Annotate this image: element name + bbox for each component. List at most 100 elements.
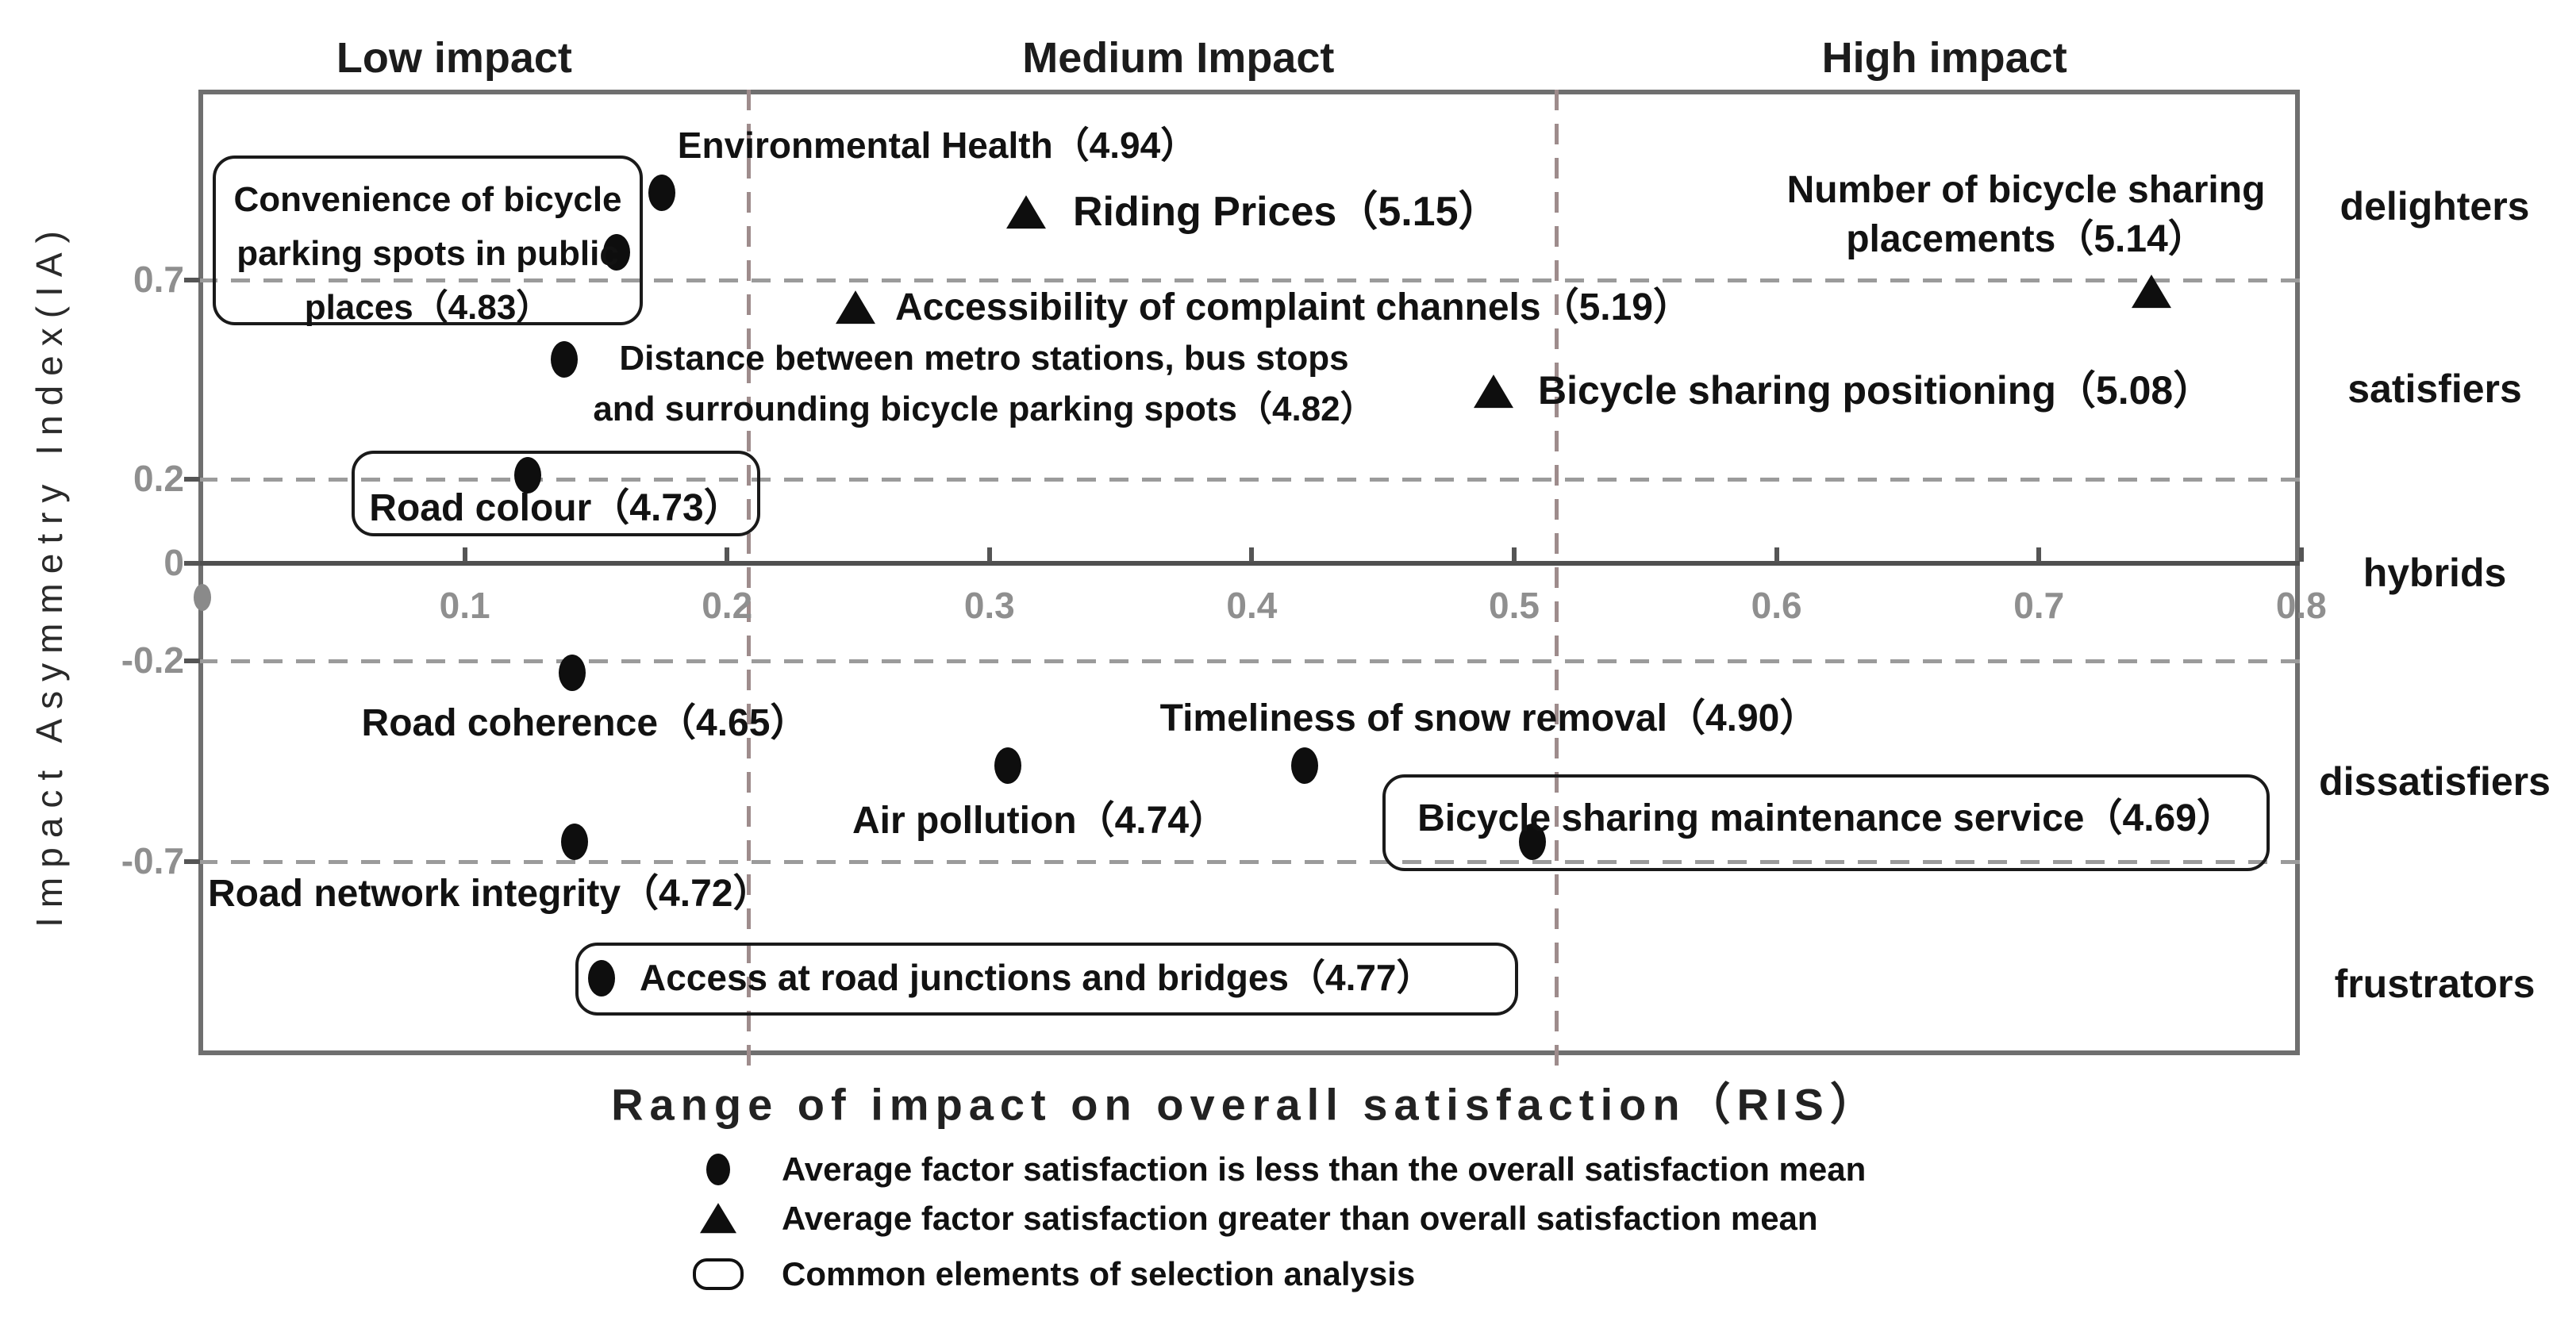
legend-text-1: Average factor satisfaction greater than… bbox=[782, 1200, 1818, 1237]
label-distance-metro-stations: Distance between metro stations, bus sto… bbox=[593, 333, 1375, 435]
x-axis-zero-line bbox=[198, 561, 2300, 566]
gridline-v-0.208 bbox=[746, 90, 751, 1069]
point-convenience-parking-circle-marker bbox=[603, 233, 631, 271]
label-line: placements（5.14） bbox=[1846, 218, 2206, 260]
column-header-medium-impact: Medium Impact bbox=[1022, 34, 1335, 82]
label-line: Access at road junctions and bridges（4.7… bbox=[640, 957, 1433, 998]
point-road-network-integrity-circle-marker bbox=[561, 823, 589, 860]
label-line: Air pollution（4.74） bbox=[852, 800, 1228, 842]
legend-marker-circle-icon bbox=[706, 1154, 730, 1185]
zone-label-frustrators: frustrators bbox=[2334, 961, 2536, 1006]
x-tickmark-0.5 bbox=[1512, 547, 1517, 562]
label-line: and surrounding bicycle parking spots（4.… bbox=[593, 390, 1375, 428]
label-road-network-integrity: Road network integrity（4.72） bbox=[208, 869, 771, 920]
point-distance-metro-stations-circle-marker bbox=[551, 341, 579, 378]
gridline-h-0.7 bbox=[198, 278, 2300, 282]
zone-label-dissatisfiers: dissatisfiers bbox=[2319, 758, 2551, 804]
plot-border bbox=[198, 90, 2300, 1055]
label-bicycle-sharing-positioning: Bicycle sharing positioning（5.08） bbox=[1538, 365, 2213, 416]
label-line: Road colour（4.73） bbox=[369, 487, 742, 529]
point-bicycle-sharing-maintenance-circle-marker bbox=[1519, 823, 1547, 860]
point-environmental-health-circle-marker bbox=[648, 174, 675, 211]
label-timeliness-snow-removal: Timeliness of snow removal（4.90） bbox=[1160, 693, 1818, 744]
x-tickmark-0.1 bbox=[462, 547, 467, 562]
label-bicycle-sharing-maintenance: Bicycle sharing maintenance service（4.69… bbox=[1417, 793, 2235, 844]
point-bicycle-sharing-positioning-triangle-marker bbox=[1473, 374, 1513, 408]
box-convenience-parking bbox=[213, 156, 643, 325]
label-line: Timeliness of snow removal（4.90） bbox=[1159, 697, 1818, 739]
x-axis-title: Range of impact on overall satisfaction（… bbox=[611, 1079, 1881, 1130]
zone-label-delighters: delighters bbox=[2340, 184, 2530, 229]
x-tick-label-0.3: 0.3 bbox=[963, 585, 1015, 626]
x-tickmark-0.7 bbox=[2036, 547, 2042, 562]
box-bicycle-sharing-maintenance bbox=[1382, 774, 2270, 871]
label-air-pollution: Air pollution（4.74） bbox=[852, 796, 1227, 847]
label-road-colour: Road colour（4.73） bbox=[369, 483, 741, 534]
y-tick-label-0.2: 0.2 bbox=[133, 458, 184, 499]
gridline-v-0.516 bbox=[1554, 90, 1559, 1069]
box-access-road-junctions bbox=[575, 943, 1518, 1016]
gridline-h--0.2 bbox=[198, 659, 2300, 663]
label-environmental-health: Environmental Health（4.94） bbox=[678, 120, 1197, 171]
point-riding-prices-triangle-marker bbox=[1006, 194, 1047, 228]
y-tick-label-0.7: 0.7 bbox=[133, 259, 184, 300]
legend-marker-triangle-icon bbox=[700, 1203, 736, 1234]
y-tickmark--0.2 bbox=[184, 659, 200, 663]
column-header-low-impact: Low impact bbox=[336, 34, 572, 82]
label-bicycle-sharing-placements: Number of bicycle sharing placements（5.14… bbox=[1787, 166, 2266, 264]
y-tick-label--0.7: -0.7 bbox=[121, 840, 184, 881]
label-riding-prices: Riding Prices（5.15） bbox=[1073, 186, 1500, 237]
label-line: Bicycle sharing maintenance service（4.69… bbox=[1417, 797, 2235, 839]
gridline-h--0.7 bbox=[198, 860, 2300, 864]
x-tickmark-0.4 bbox=[1249, 547, 1255, 562]
y-tickmark-0.7 bbox=[184, 278, 200, 282]
x-tickmark-0.3 bbox=[986, 547, 992, 562]
zone-label-hybrids: hybrids bbox=[2363, 551, 2507, 596]
label-line: Distance between metro stations, bus sto… bbox=[619, 339, 1349, 378]
y-tickmark-0 bbox=[184, 561, 200, 566]
label-line: places（4.83） bbox=[304, 288, 552, 327]
point-road-colour-circle-marker bbox=[513, 456, 541, 493]
point-timeliness-snow-removal-circle-marker bbox=[1290, 747, 1318, 784]
y-tick-label--0.2: -0.2 bbox=[121, 639, 184, 681]
box-road-colour bbox=[352, 451, 760, 536]
column-header-high-impact: High impact bbox=[1821, 34, 2067, 82]
legend-text-2: Common elements of selection analysis bbox=[782, 1255, 1416, 1292]
y-tick-label-0: 0 bbox=[163, 542, 184, 583]
x-tick-label-0.7: 0.7 bbox=[2013, 585, 2065, 626]
label-line: Convenience of bicycle bbox=[233, 180, 622, 219]
x-tick-label-0.5: 0.5 bbox=[1489, 585, 1540, 626]
label-line: Environmental Health（4.94） bbox=[677, 125, 1198, 166]
point-bicycle-sharing-placements-triangle-marker bbox=[2132, 275, 2172, 309]
label-line: Accessibility of complaint channels（5.19… bbox=[895, 286, 1691, 328]
label-road-coherence: Road coherence（4.65） bbox=[362, 698, 809, 749]
gridline-h-0.2 bbox=[198, 478, 2300, 482]
label-line: Riding Prices（5.15） bbox=[1073, 189, 1500, 235]
label-accessibility-complaint-channels: Accessibility of complaint channels（5.19… bbox=[895, 282, 1691, 333]
x-tickmark-0.6 bbox=[1774, 547, 1779, 562]
label-line: Road coherence（4.65） bbox=[361, 702, 809, 744]
x-tickmark-0.8 bbox=[2298, 547, 2304, 562]
x-tick-label-0.2: 0.2 bbox=[702, 585, 753, 626]
point-accessibility-complaint-channels-triangle-marker bbox=[836, 290, 876, 324]
y-axis-title: Impact Asymmetry Index(IA) bbox=[29, 221, 70, 927]
legend-text-0: Average factor satisfaction is less than… bbox=[782, 1150, 1867, 1188]
x-tick-label-0.6: 0.6 bbox=[1751, 585, 1802, 626]
legend-marker-box-icon bbox=[693, 1258, 744, 1290]
label-line: Bicycle sharing positioning（5.08） bbox=[1538, 368, 2213, 413]
zone-label-satisfiers: satisfiers bbox=[2347, 367, 2522, 412]
point-origin-point-circle-marker bbox=[194, 584, 211, 612]
point-access-road-junctions-circle-marker bbox=[587, 959, 615, 997]
point-air-pollution-circle-marker bbox=[994, 747, 1021, 784]
x-tick-label-0.1: 0.1 bbox=[439, 585, 490, 626]
label-convenience-parking: Convenience of bicycle parking spots in p… bbox=[233, 173, 621, 335]
x-tickmark-0.2 bbox=[725, 547, 730, 562]
label-access-road-junctions: Access at road junctions and bridges（4.7… bbox=[640, 952, 1433, 1003]
x-tick-label-0.8: 0.8 bbox=[2275, 585, 2327, 626]
label-line: Road network integrity（4.72） bbox=[208, 873, 771, 915]
y-tickmark--0.7 bbox=[184, 859, 200, 864]
point-road-coherence-circle-marker bbox=[559, 655, 586, 692]
label-line: parking spots in public bbox=[236, 234, 619, 273]
label-line: Number of bicycle sharing bbox=[1786, 169, 2266, 211]
